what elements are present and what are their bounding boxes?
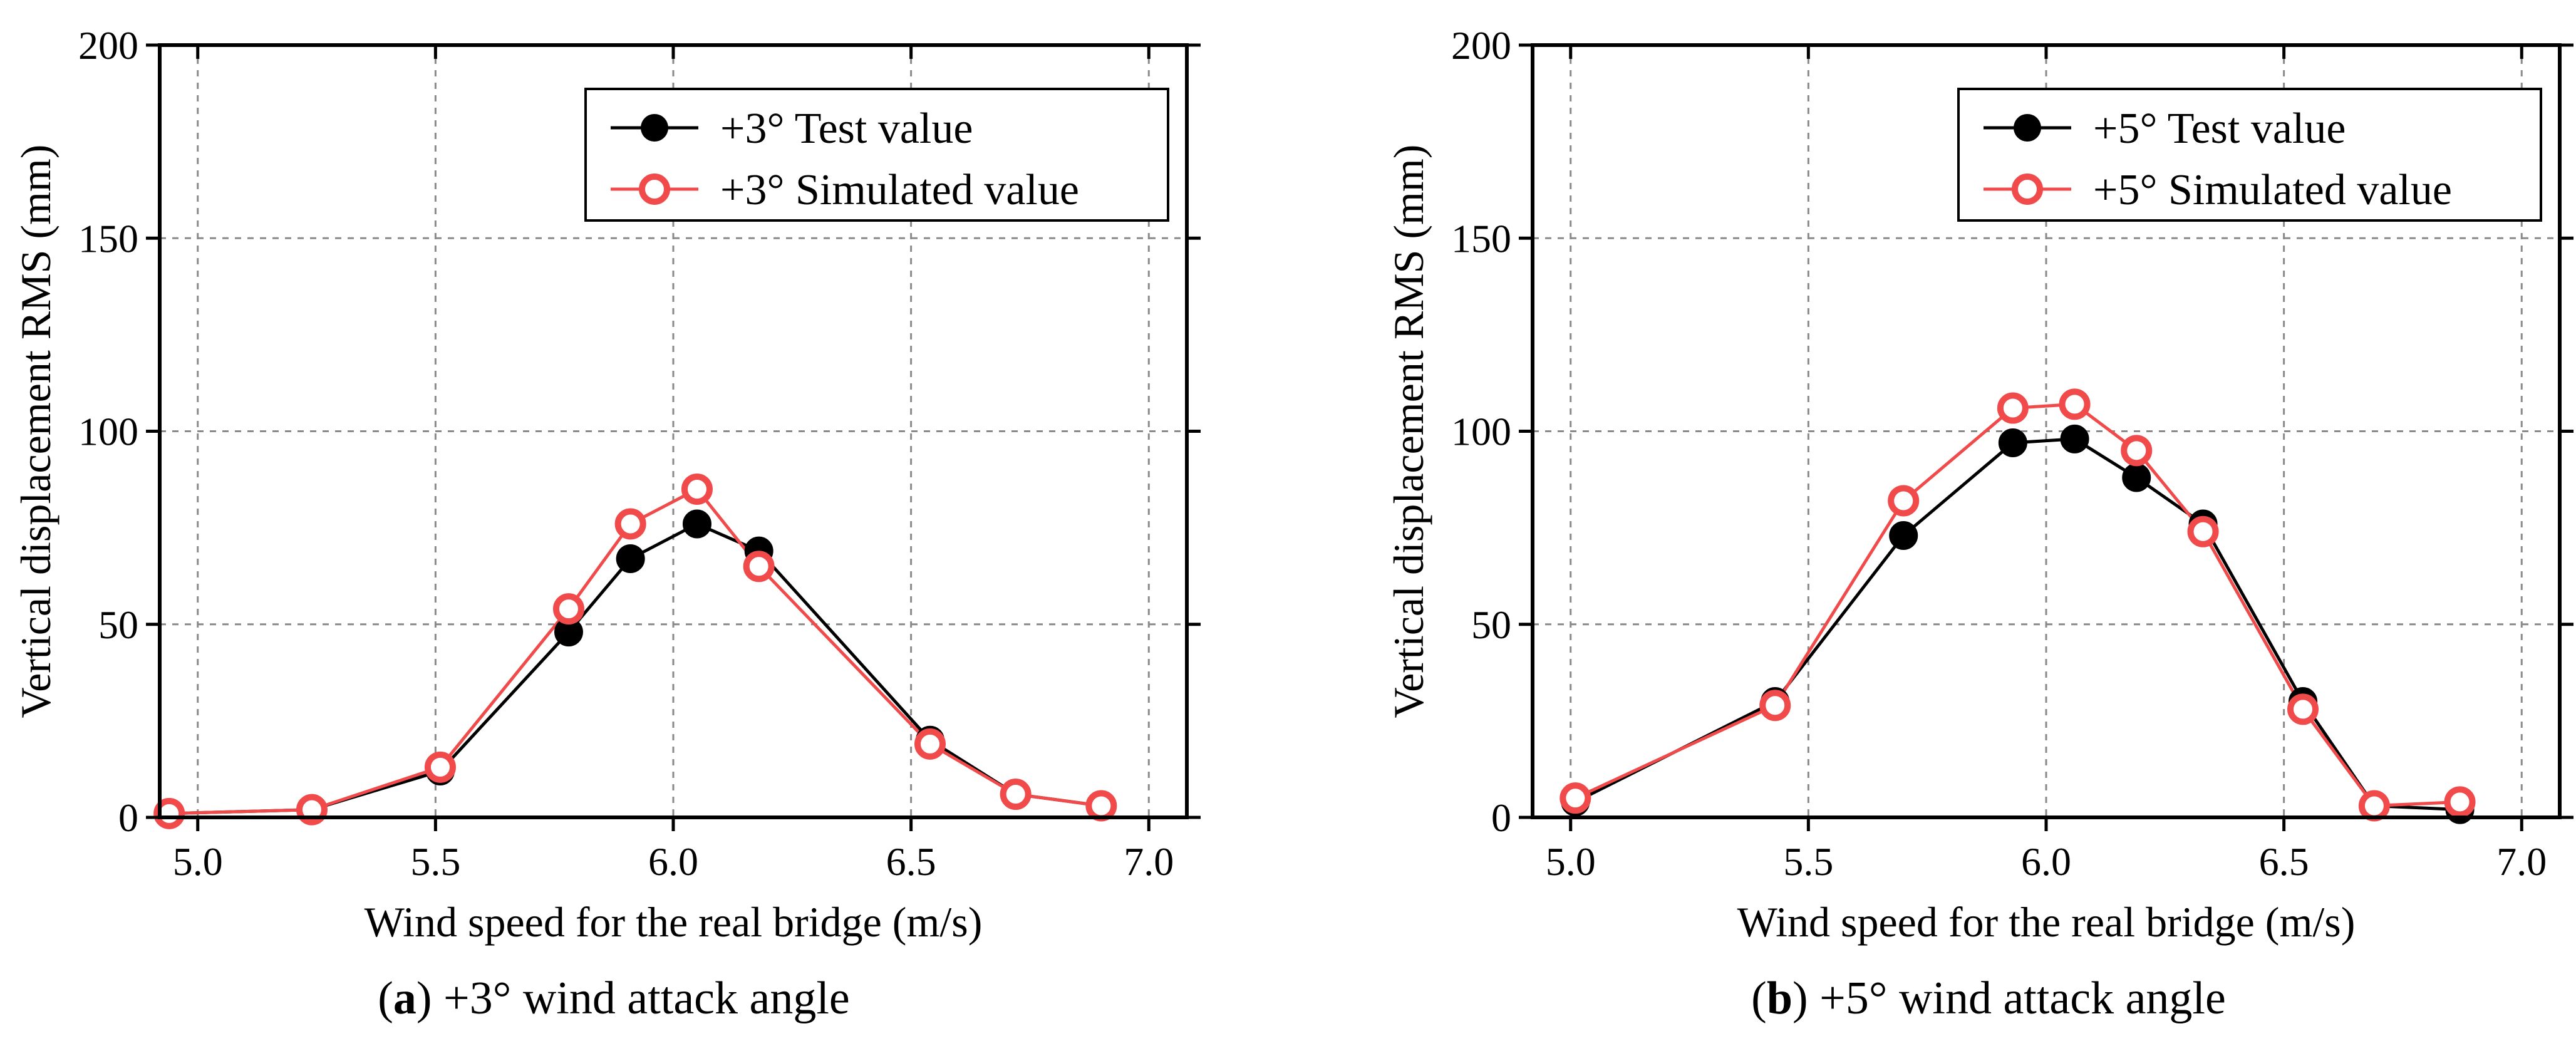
legend-label: +5° Test value	[2093, 105, 2346, 153]
data-point-simulated	[2444, 786, 2476, 818]
x-tick-label: 7.0	[2496, 839, 2547, 884]
data-point-test	[1998, 428, 2027, 457]
y-tick-label: 100	[78, 410, 138, 454]
x-tick-label: 5.5	[1783, 839, 1833, 884]
legend-marker-test	[2014, 114, 2041, 142]
caption-label: b	[1767, 973, 1792, 1024]
data-point-test	[682, 509, 711, 539]
data-point-test	[1889, 520, 1918, 550]
caption-label: a	[393, 973, 416, 1024]
caption-open: (	[1751, 973, 1767, 1024]
tick-labels: 5.0 5.5 6.0 6.5 7.0 0 50 100 150 200	[78, 23, 1174, 884]
x-axis-label: Wind speed for the real bridge (m/s)	[365, 898, 983, 946]
y-tick-label: 50	[1471, 603, 1511, 647]
legend-marker-simulated	[639, 173, 670, 205]
series-line-test	[169, 522, 1102, 816]
y-tick-label: 200	[1451, 23, 1511, 68]
y-tick-label: 200	[78, 23, 138, 68]
data-point-simulated	[1888, 485, 1920, 517]
data-point-simulated	[153, 797, 185, 829]
data-point-simulated	[681, 473, 713, 505]
tick-labels: 5.0 5.5 6.0 6.5 7.0 0 50 100 150 200	[1451, 23, 2547, 884]
caption-text: ) +5° wind attack angle	[1792, 973, 2226, 1024]
y-tick-label: 0	[1491, 795, 1511, 840]
x-axis-label: Wind speed for the real bridge (m/s)	[1737, 898, 2356, 946]
data-point-test	[616, 544, 645, 573]
panel-caption: (b) +5° wind attack angle	[1751, 973, 2226, 1024]
data-point-simulated	[1085, 790, 1117, 822]
chart-panel-a: 5.0 5.5 6.0 6.5 7.0 0 50 100 150 200 Wind speed f…	[12, 23, 1201, 1024]
data-point-simulated	[1000, 779, 1032, 810]
legend-box	[584, 88, 1169, 222]
x-tick-label: 5.5	[410, 839, 460, 884]
data-point-test	[2122, 463, 2151, 492]
y-tick-label: 0	[118, 795, 138, 840]
legend-marker-simulated	[2012, 173, 2043, 205]
data-point-simulated	[2121, 435, 2153, 467]
y-axis-label: Vertical displacement RMS (mm)	[1385, 145, 1432, 718]
y-tick-label: 50	[98, 603, 138, 647]
data-point-simulated	[2059, 388, 2091, 420]
x-tick-label: 6.5	[2259, 839, 2309, 884]
legend-box	[1957, 88, 2542, 222]
series-group	[1560, 388, 2476, 824]
caption-open: (	[378, 973, 393, 1024]
data-point-simulated	[614, 508, 646, 540]
data-point-simulated	[1759, 690, 1791, 722]
x-tick-label: 5.0	[1546, 839, 1596, 884]
y-tick-label: 100	[1451, 410, 1511, 454]
x-tick-label: 6.0	[2021, 839, 2071, 884]
x-tick-label: 5.0	[173, 839, 223, 884]
data-point-simulated	[1560, 782, 1591, 814]
data-point-simulated	[2287, 693, 2319, 725]
y-tick-label: 150	[1451, 216, 1511, 261]
y-tick-label: 150	[78, 216, 138, 261]
series-line-simulated	[1575, 402, 2460, 808]
legend-label: +3° Simulated value	[720, 166, 1079, 214]
data-point-simulated	[743, 551, 775, 583]
series-line-simulated	[169, 487, 1102, 816]
axis-ticks	[146, 43, 1201, 831]
legend: +5° Test value +5° Simulated value	[1957, 88, 2542, 222]
legend: +3° Test value +3° Simulated value	[584, 88, 1169, 222]
data-point-simulated	[2187, 515, 2219, 547]
legend-label: +3° Test value	[720, 105, 973, 153]
data-point-simulated	[1997, 392, 2029, 424]
caption-text: ) +3° wind attack angle	[416, 973, 850, 1024]
data-point-simulated	[552, 593, 584, 625]
x-tick-label: 7.0	[1124, 839, 1174, 884]
x-tick-label: 6.0	[648, 839, 698, 884]
data-point-test	[2060, 424, 2089, 453]
series-group	[153, 473, 1117, 829]
legend-label: +5° Simulated value	[2093, 166, 2452, 214]
data-point-simulated	[914, 728, 946, 760]
legend-marker-test	[641, 114, 668, 142]
x-tick-label: 6.5	[886, 839, 936, 884]
panel-caption: (a) +3° wind attack angle	[378, 973, 850, 1024]
data-point-simulated	[424, 751, 456, 783]
y-axis-label: Vertical displacement RMS (mm)	[12, 145, 59, 718]
axis-ticks	[1519, 43, 2573, 831]
series-line-test	[1575, 437, 2460, 812]
chart-panel-b: 5.0 5.5 6.0 6.5 7.0 0 50 100 150 200 Wind speed f…	[1385, 23, 2573, 1024]
data-point-simulated	[2358, 790, 2390, 822]
